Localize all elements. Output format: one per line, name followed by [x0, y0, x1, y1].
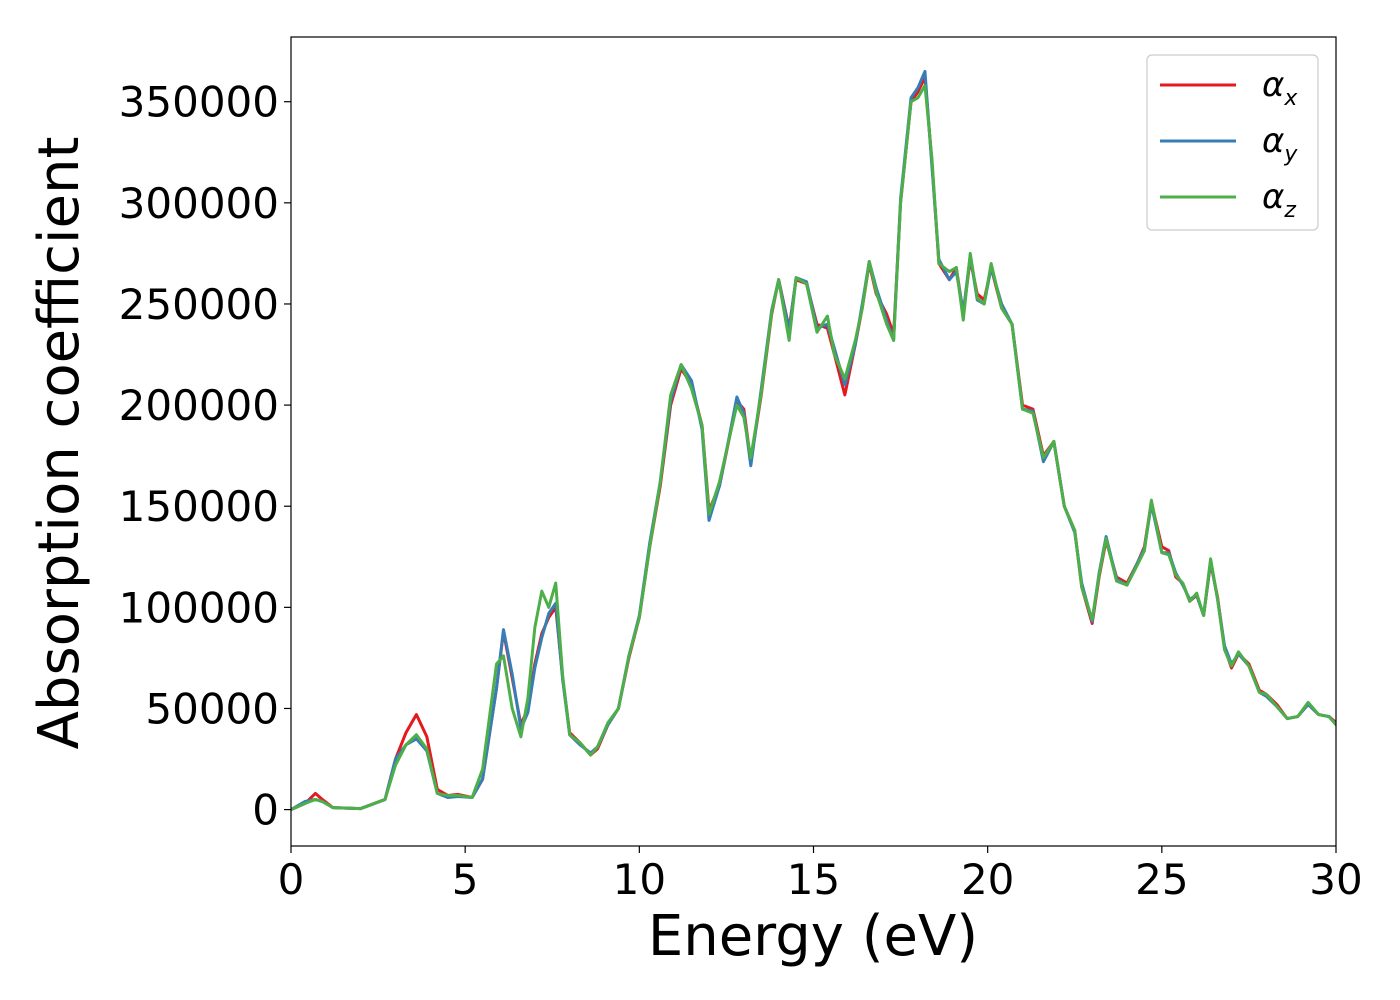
y-axis-title: Absorption coefficient: [27, 137, 92, 750]
x-tick-label: 5: [452, 855, 479, 904]
y-tick-label: 50000: [145, 684, 279, 733]
x-tick-label: 0: [278, 855, 305, 904]
series-line-z: [291, 84, 1336, 812]
legend: αx αy αz: [1146, 54, 1319, 231]
plot-area: [291, 69, 1336, 812]
y-tick-label: 200000: [119, 381, 279, 430]
x-tick-label: 10: [613, 855, 666, 904]
x-tick-label: 15: [787, 855, 840, 904]
y-tick-label: 150000: [119, 482, 279, 531]
y-tick-label: 0: [252, 786, 279, 835]
y-tick-label: 350000: [119, 78, 279, 127]
legend-label-z: αz: [1262, 177, 1296, 223]
x-tick-label: 25: [1135, 855, 1188, 904]
y-tick-label: 250000: [119, 280, 279, 329]
axes: 0 5 10 15 20 25 30 0 50000 100000 150000 200000 2500…: [119, 36, 1363, 904]
x-tick-label: 20: [961, 855, 1014, 904]
y-tick-label: 100000: [119, 583, 279, 632]
legend-label-x: αx: [1262, 65, 1298, 111]
x-axis-title: Energy (eV): [648, 904, 978, 969]
y-tick-label: 300000: [119, 179, 279, 228]
legend-label-y: αy: [1262, 121, 1298, 167]
x-tick-label: 30: [1309, 855, 1362, 904]
